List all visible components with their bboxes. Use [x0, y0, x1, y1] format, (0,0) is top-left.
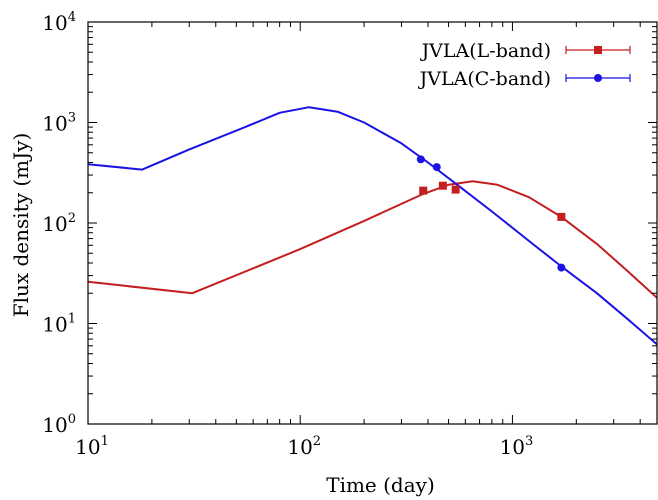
x-axis-title: Time (day)	[326, 473, 435, 497]
data-point-c-band	[432, 163, 441, 172]
data-point-l-band	[557, 212, 566, 221]
legend-marker-circle	[594, 74, 602, 82]
plot-frame	[87, 21, 658, 425]
y-tick-label: 100	[42, 412, 76, 437]
x-tick-label: 103	[500, 434, 534, 459]
legend-marker-square	[594, 46, 602, 54]
model-curves	[88, 106, 657, 346]
x-tick-label: 101	[75, 434, 109, 459]
data-point-l-band	[419, 186, 428, 195]
axis-ticks	[87, 21, 657, 425]
data-point-l-band	[438, 181, 447, 190]
model-curve-1	[88, 180, 657, 299]
x-tick-label: 102	[287, 434, 321, 459]
legend: JVLA(L-band) JVLA(C-band)	[418, 40, 631, 90]
data-point-c-band	[557, 263, 566, 272]
data-point-l-band	[451, 185, 460, 194]
legend-label: JVLA(C-band)	[418, 68, 551, 90]
model-curve-2	[88, 106, 657, 346]
y-tick-label: 103	[42, 111, 76, 136]
y-tick-label: 104	[42, 10, 76, 35]
y-tick-label: 102	[42, 211, 76, 236]
data-point-c-band	[416, 155, 425, 164]
y-tick-label: 101	[42, 312, 76, 337]
y-axis-title: Flux density (mJy)	[9, 133, 33, 318]
legend-label: JVLA(L-band)	[420, 40, 551, 62]
data-markers	[416, 155, 566, 272]
